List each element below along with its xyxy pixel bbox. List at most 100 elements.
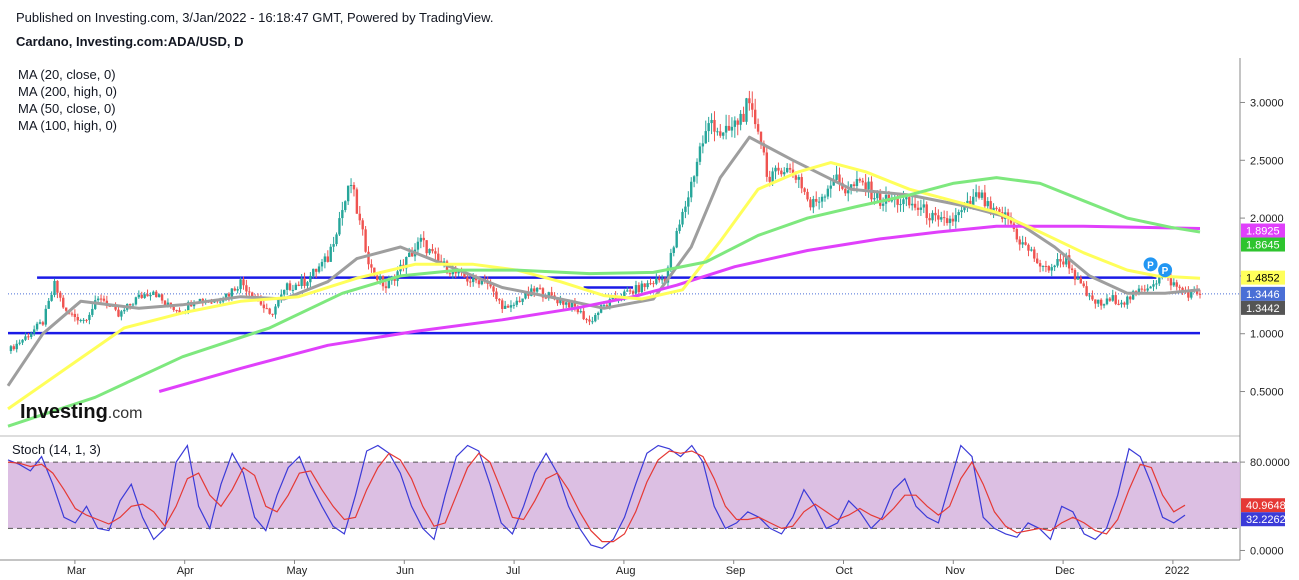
candle-body: [1021, 242, 1024, 245]
candle-body: [649, 283, 652, 285]
candle-body: [297, 284, 300, 286]
candle-body: [1027, 244, 1030, 251]
candle-body: [41, 322, 45, 325]
candle-body: [748, 98, 751, 104]
candle-body: [582, 311, 585, 320]
candle-body: [820, 196, 824, 202]
candle-body: [591, 321, 594, 323]
candle-body: [867, 181, 870, 190]
moving-average-line: [6, 135, 1201, 387]
candle-body: [977, 192, 981, 198]
candle-body: [187, 302, 190, 312]
candle-body: [960, 210, 963, 213]
candlestick-layer: [9, 90, 1202, 354]
candle-body: [157, 294, 161, 298]
candle-body: [1009, 218, 1013, 224]
candle-body: [736, 120, 739, 125]
candle-body: [1053, 265, 1056, 268]
candle-body: [99, 298, 103, 300]
candle-body: [149, 294, 152, 297]
candle-body: [1140, 288, 1144, 290]
candle-body: [998, 209, 1001, 213]
candle-body: [873, 198, 876, 200]
pivot-marker: [1158, 263, 1173, 278]
candle-body: [12, 346, 16, 350]
candle-body: [628, 290, 632, 292]
x-tick-label: Dec: [1055, 565, 1075, 577]
candle-body: [878, 192, 882, 206]
y-tick-label: 0.5000: [1250, 387, 1284, 399]
candle-body: [434, 251, 437, 254]
candle-body: [966, 200, 969, 205]
candle-body: [332, 244, 335, 247]
candle-body: [251, 292, 254, 298]
candle-body: [1172, 282, 1176, 286]
candle-body: [70, 313, 74, 315]
candle-body: [974, 192, 978, 197]
candle-body: [945, 218, 949, 224]
candle-body: [425, 240, 428, 254]
candle-body: [163, 300, 167, 306]
candle-body: [916, 207, 920, 210]
candle-body: [277, 299, 280, 307]
candle-body: [980, 192, 984, 198]
candle-body: [1134, 291, 1138, 293]
candle-body: [899, 204, 902, 206]
candle-body: [823, 196, 827, 198]
candle-body: [739, 113, 742, 125]
candle-body: [108, 305, 111, 307]
price-label-badge: [1241, 223, 1285, 238]
candle-body: [646, 283, 649, 288]
candle-body: [24, 336, 27, 340]
candle-body: [1082, 283, 1085, 287]
candle-body: [576, 306, 580, 313]
candle-body: [271, 313, 274, 315]
candle-body: [437, 253, 440, 261]
candle-body: [9, 346, 13, 352]
candle-body: [1056, 259, 1059, 266]
candle-body: [230, 288, 234, 297]
candle-body: [178, 310, 181, 313]
candle-body: [937, 215, 940, 220]
candle-body: [710, 119, 713, 124]
candle-body: [35, 323, 39, 330]
candle-body: [236, 289, 239, 291]
candle-body: [448, 273, 452, 275]
stoch-title: Stoch (14, 1, 3): [12, 442, 101, 457]
price-label-layer: PP 1.8925 1.8645 1.4852 1.3446 1.3442 40.9648 3…: [1143, 223, 1286, 527]
candle-body: [120, 311, 123, 317]
price-label-badge: [1241, 498, 1285, 513]
candle-body: [88, 314, 91, 320]
candle-body: [745, 98, 748, 122]
candle-body: [733, 120, 737, 127]
candle-body: [1105, 298, 1109, 305]
candle-body: [815, 199, 818, 202]
candle-body: [719, 131, 722, 136]
candle-body: [838, 174, 841, 183]
x-tick-label: Jun: [396, 565, 414, 577]
candle-body: [1137, 288, 1141, 293]
candle-body: [338, 218, 341, 235]
candle-body: [96, 298, 100, 301]
candle-body: [469, 281, 472, 283]
candle-body: [282, 289, 286, 295]
stoch-y-tick-label: 80.0000: [1250, 457, 1290, 469]
ma-legend-item: MA (20, close, 0): [18, 67, 116, 82]
candle-body: [817, 201, 821, 203]
candle-body: [239, 279, 242, 290]
candle-body: [30, 333, 33, 337]
price-label-badge: [1241, 300, 1285, 315]
logo-main: Investing: [20, 401, 108, 423]
candle-body: [509, 305, 513, 308]
candle-body: [94, 300, 97, 309]
candle-body: [1030, 249, 1033, 251]
candle-body: [349, 184, 353, 186]
candle-body: [812, 199, 815, 208]
candle-body: [1018, 239, 1021, 245]
candle-body: [1094, 299, 1097, 304]
candle-body: [306, 282, 309, 286]
candle-body: [1169, 276, 1173, 286]
candle-body: [245, 285, 248, 292]
candle-body: [957, 212, 960, 216]
